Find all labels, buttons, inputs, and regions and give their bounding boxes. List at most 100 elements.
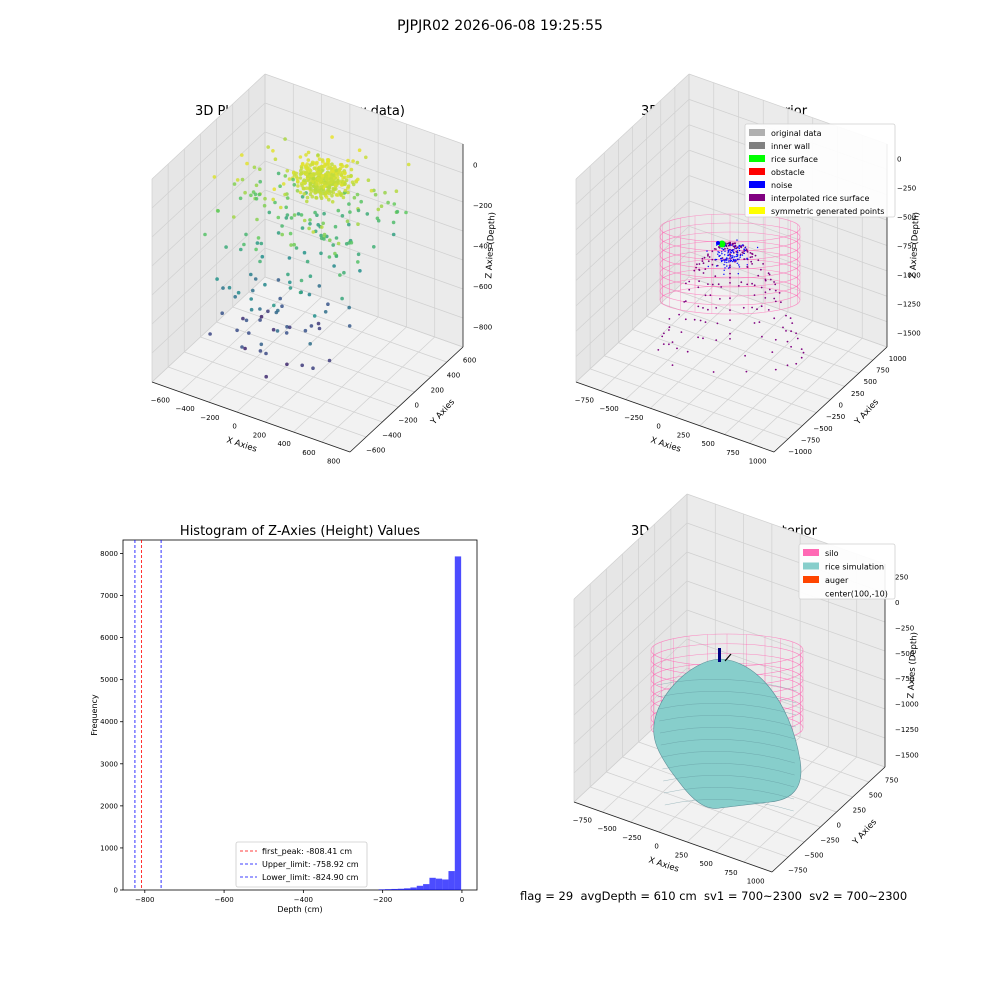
plot1-data-point xyxy=(325,185,330,189)
plot2-x-tick-label: 250 xyxy=(677,431,690,439)
histogram-x-tick-label: −200 xyxy=(373,896,392,904)
plot1-data-point xyxy=(311,178,316,182)
plot1-data-point xyxy=(315,189,320,194)
plot1-data-point xyxy=(285,213,290,217)
plot1-data-point xyxy=(330,162,334,166)
plot2-noise-point xyxy=(723,269,725,271)
plot1-data-point xyxy=(325,181,330,185)
plot1-data-point xyxy=(329,178,334,182)
plot1-data-point xyxy=(314,190,318,194)
plot1-data-point xyxy=(307,186,312,190)
plot1-data-point xyxy=(329,176,333,181)
plot2-interpolated-point xyxy=(724,244,726,247)
plot2-interpolated-point xyxy=(790,330,792,333)
plot2-silo-ring xyxy=(659,258,801,288)
plot1-data-point xyxy=(322,180,327,185)
plot2-grid-line xyxy=(575,225,690,332)
plot1-data-point xyxy=(298,172,303,176)
plot2-noise-point xyxy=(725,258,727,260)
plot2-interpolated-point xyxy=(729,242,731,245)
plot2-interpolated-point xyxy=(696,263,698,266)
plot1-data-point xyxy=(324,195,329,199)
plot1-data-point xyxy=(366,178,371,182)
plot1-data-point xyxy=(351,159,355,163)
plot2-z-tick-label: −250 xyxy=(897,185,916,193)
plot2-interpolated-point xyxy=(739,245,742,248)
plot2-noise-point xyxy=(733,256,736,258)
plot2-noise-point xyxy=(739,256,741,258)
plot1-data-point xyxy=(322,184,326,188)
plot2-interpolated-point xyxy=(729,242,731,245)
plot1-data-point xyxy=(304,171,308,175)
plot2-interpolated-point xyxy=(736,246,739,249)
plot4-silo-ring xyxy=(650,653,804,686)
plot1-data-point xyxy=(318,169,323,174)
plot2-interpolated-point xyxy=(746,266,749,268)
plot1-data-point xyxy=(379,204,384,208)
plot2-interpolated-point xyxy=(688,280,691,283)
plot1-data-point xyxy=(300,363,305,368)
histogram-legend-label: Upper_limit: -758.92 cm xyxy=(262,860,359,869)
plot1-data-point xyxy=(264,374,269,379)
plot1-data-point xyxy=(328,173,333,178)
plot4-z-tick-label: 250 xyxy=(895,574,908,582)
plot1-data-point xyxy=(314,178,318,182)
plot4-x-tick-label: 750 xyxy=(724,869,737,877)
plot2-noise-point xyxy=(735,247,737,250)
plot1-data-point xyxy=(308,274,313,279)
plot2-grid-line xyxy=(650,302,764,409)
plot1-data-point xyxy=(312,172,316,176)
plot2-interpolated-point xyxy=(734,245,737,248)
plot1-grid-line xyxy=(349,346,464,453)
plot1-data-point xyxy=(340,296,344,301)
plot1-data-point xyxy=(326,189,331,193)
plot2-interpolated-point xyxy=(707,308,709,311)
plot1-data-point xyxy=(298,190,303,195)
plot1-data-point xyxy=(309,187,313,191)
plot1-data-point xyxy=(316,177,321,181)
plot4-grid-line xyxy=(686,736,801,843)
plot2-interpolated-point xyxy=(729,282,731,284)
plot1-data-point xyxy=(333,170,337,174)
plot2-rice-surface-marker xyxy=(718,240,726,248)
plot1-data-point xyxy=(332,174,336,178)
plot2-interpolated-point xyxy=(764,297,767,299)
plot1-data-point xyxy=(334,253,339,258)
plot1-data-point xyxy=(335,176,340,180)
plot2-interpolated-point xyxy=(712,371,715,373)
plot1-data-point xyxy=(272,303,276,308)
plot1-data-point xyxy=(305,162,310,166)
plot4-grid-line xyxy=(630,716,744,823)
plot1-data-point xyxy=(338,191,343,196)
plot2-noise-point xyxy=(738,247,740,249)
plot1-data-point xyxy=(391,220,396,225)
plot2-interpolated-point xyxy=(734,242,736,245)
plot1-data-point xyxy=(315,176,319,181)
plot1-data-point xyxy=(307,179,312,183)
plot1-data-point xyxy=(251,288,255,293)
plot1-data-point xyxy=(319,179,324,184)
plot1-data-point xyxy=(254,247,258,252)
plot2-interpolated-point xyxy=(715,339,718,341)
plot1-data-point xyxy=(331,167,335,171)
plot1-data-point xyxy=(271,327,276,332)
plot1-data-point xyxy=(332,181,336,186)
plot1-data-point xyxy=(295,176,300,180)
plot2-interpolated-point xyxy=(701,260,704,262)
plot2-noise-point xyxy=(738,246,740,248)
plot2-interpolated-point xyxy=(727,244,730,247)
plot2-interpolated-point xyxy=(751,282,753,285)
plot1-data-point xyxy=(304,191,308,195)
histogram-bar xyxy=(423,884,430,890)
plot2-side-pane xyxy=(576,74,689,382)
plot1-data-point xyxy=(349,173,353,178)
plot1-grid-line xyxy=(216,321,415,393)
plot1-data-point xyxy=(325,234,329,239)
plot2-interpolated-point xyxy=(729,243,731,246)
plot1-data-point xyxy=(325,160,330,164)
plot1-data-point xyxy=(356,252,361,257)
plot2-interpolated-point xyxy=(718,246,720,249)
plot1-data-point xyxy=(249,297,253,301)
plot4-y-tick-label: 500 xyxy=(869,792,882,800)
histogram-y-tick-label: 7000 xyxy=(100,592,118,600)
